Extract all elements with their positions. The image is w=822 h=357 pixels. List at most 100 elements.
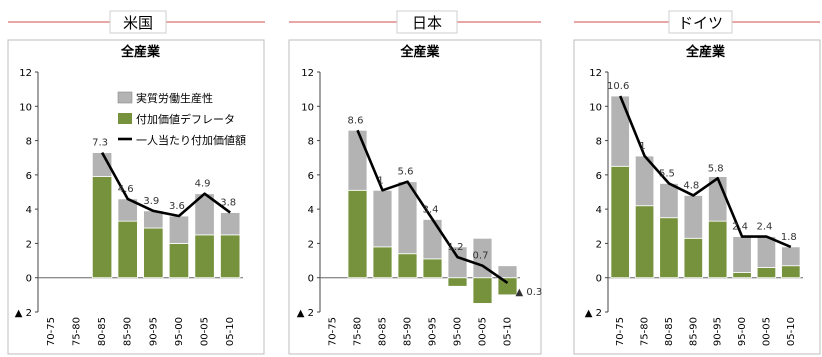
y-tick-label: 8	[596, 137, 602, 148]
y-tick-label: 4	[308, 205, 314, 216]
bar-deflator	[634, 205, 655, 279]
y-tick-label: 12	[589, 68, 602, 79]
y-tick-label: 4	[26, 205, 32, 216]
x-tick-label: 00-05	[478, 317, 489, 346]
data-label: 8.6	[348, 115, 364, 126]
y-tick-label: ▲ 2	[15, 308, 32, 319]
country-label: 日本	[412, 14, 442, 32]
bar-productivity	[732, 236, 752, 273]
data-label: 0.7	[473, 251, 489, 262]
chart-title: 全産業	[399, 44, 440, 60]
bar-productivity	[756, 236, 777, 268]
y-tick-label: 2	[596, 239, 602, 250]
x-tick-label: 70-75	[46, 317, 57, 346]
x-tick-label: 95-00	[737, 317, 748, 346]
x-tick-label: 70-75	[328, 317, 339, 346]
x-tick-label: 90-95	[713, 317, 724, 346]
x-tick-label: 90-95	[148, 317, 159, 346]
bar-deflator	[143, 227, 164, 279]
line-per-capita-value-added	[618, 95, 792, 249]
x-tick-label: 95-00	[174, 317, 185, 346]
data-label: 4.8	[683, 180, 699, 191]
bar-productivity	[91, 152, 113, 177]
y-tick-label: 8	[26, 137, 32, 148]
bar-productivity	[683, 195, 703, 239]
bar-deflator	[708, 220, 728, 279]
y-tick-label: 0	[26, 274, 32, 285]
country-label: ドイツ	[678, 14, 723, 32]
data-label: 1	[639, 141, 645, 152]
y-tick-label: 6	[596, 171, 602, 182]
bar-deflator	[472, 277, 493, 304]
y-tick-label: 10	[19, 102, 32, 113]
bar-productivity	[610, 95, 630, 167]
bar-deflator	[372, 246, 393, 279]
x-tick-label: 80-85	[664, 317, 675, 346]
x-tick-label: 80-85	[378, 317, 389, 346]
x-tick-label: 70-75	[615, 317, 626, 346]
x-tick-label: 85-90	[688, 317, 699, 346]
y-tick-label: 2	[308, 239, 314, 250]
country-tab	[668, 10, 733, 34]
data-label: 3.6	[169, 201, 185, 212]
bar-deflator	[220, 234, 241, 279]
legend-label-productivity: 実質労働生産性	[136, 91, 213, 105]
x-tick-label: 05-10	[225, 317, 236, 346]
x-tick-label: 90-95	[428, 317, 439, 346]
bar-deflator	[168, 243, 190, 279]
x-tick-label: 75-80	[640, 317, 651, 346]
line-per-capita-value-added	[356, 129, 509, 284]
y-tick-label: 6	[26, 171, 32, 182]
data-label: 1.2	[448, 242, 464, 253]
x-tick-label: 05-10	[786, 317, 797, 346]
data-label: 1	[377, 175, 383, 186]
country-label: 米国	[123, 14, 153, 32]
bar-productivity	[220, 212, 241, 236]
bar-productivity	[781, 246, 801, 267]
data-label: 7.3	[92, 138, 108, 149]
bar-deflator	[422, 258, 443, 279]
legend-swatch-productivity	[117, 91, 133, 104]
data-label: 10.6	[607, 81, 629, 92]
bar-deflator	[117, 220, 138, 279]
x-tick-label: 00-05	[761, 317, 772, 346]
y-tick-label: 10	[301, 102, 314, 113]
y-tick-label: 4	[596, 205, 602, 216]
x-tick-label: 85-90	[403, 317, 414, 346]
data-label: 1.8	[781, 232, 797, 243]
data-label: 3.4	[423, 204, 439, 215]
y-tick-label: 0	[308, 274, 314, 285]
data-label: 4.6	[118, 184, 134, 195]
legend-label-line: 一人当たり付加価値額	[136, 133, 246, 147]
data-label: 5.5	[659, 168, 675, 179]
x-tick-label: 80-85	[97, 317, 108, 346]
bar-deflator	[732, 272, 752, 279]
country-tab	[109, 10, 167, 34]
data-label: ▲ 0.3	[516, 287, 543, 298]
bar-deflator	[91, 176, 113, 279]
country-tab	[396, 10, 458, 34]
data-label: 5.6	[398, 167, 414, 178]
bar-deflator	[610, 165, 630, 279]
x-tick-label: 95-00	[453, 317, 464, 346]
bar-productivity	[447, 246, 468, 279]
y-tick-label: ▲ 2	[585, 308, 602, 319]
data-label: 2.4	[756, 222, 772, 233]
bar-deflator	[659, 217, 679, 279]
bar-productivity	[422, 219, 443, 260]
x-tick-label: 05-10	[503, 317, 514, 346]
y-tick-label: 12	[19, 68, 32, 79]
y-tick-label: 2	[26, 239, 32, 250]
y-tick-label: 0	[596, 274, 602, 285]
y-tick-label: ▲ 2	[297, 308, 314, 319]
data-label: 3.9	[143, 196, 159, 207]
x-tick-label: 75-80	[71, 317, 82, 346]
bar-deflator	[756, 267, 777, 279]
bar-deflator	[194, 234, 215, 279]
y-tick-label: 10	[589, 102, 602, 113]
